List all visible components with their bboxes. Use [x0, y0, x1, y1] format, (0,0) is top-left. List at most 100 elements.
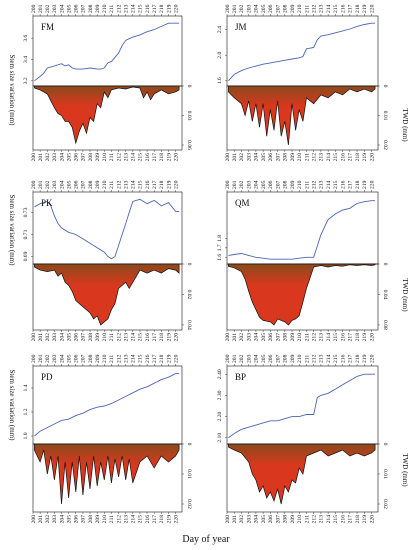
top-tick-label: 212 — [116, 180, 122, 189]
panel-qm: 200 201 202 203 204 205 206 207 208 209 210 211 212 2… — [217, 180, 388, 341]
panel-pk: 200 201 202 203 204 205 206 207 208 209 210 211 212 2… — [23, 180, 192, 341]
bottom-tick-label: 214 — [131, 333, 137, 342]
bottom-tick-label: 212 — [116, 153, 122, 162]
top-tick-label: 207 — [81, 4, 87, 13]
bottom-tick-label: 207 — [81, 515, 87, 524]
left-ylabel-mid: Stem size variation (mm) — [8, 195, 16, 267]
top-tick-label: 205 — [261, 354, 267, 363]
bottom-tick-label: 214 — [326, 153, 332, 162]
top-tick-label: 215 — [138, 354, 144, 363]
panel-jm: 200 201 202 203 204 205 206 207 208 209 210 211 212 2… — [217, 4, 388, 161]
top-tick-label: 210 — [102, 180, 108, 189]
top-tick-label: 216 — [340, 180, 346, 189]
top-tick-label: 202 — [239, 180, 245, 189]
bottom-tick-label: 215 — [138, 333, 144, 342]
stem-ytick-label: 1.0 — [23, 432, 29, 439]
stem-frame — [226, 15, 379, 87]
bottom-tick-label: 203 — [52, 333, 58, 342]
top-tick-label: 200 — [225, 4, 231, 13]
bottom-tick-label: 216 — [145, 333, 151, 342]
top-tick-label: 208 — [88, 354, 94, 363]
top-tick-label: 215 — [333, 180, 339, 189]
top-tick-label: 212 — [311, 180, 317, 189]
bottom-tick-label: 219 — [362, 333, 368, 342]
twd-ytick-label: 0 — [186, 443, 192, 446]
stem-line — [228, 200, 376, 260]
top-tick-label: 213 — [319, 354, 325, 363]
bottom-tick-label: 207 — [275, 515, 281, 524]
top-tick-label: 220 — [369, 180, 375, 189]
top-tick-label: 203 — [52, 354, 58, 363]
bottom-tick-label: 209 — [290, 515, 296, 524]
top-tick-label: 208 — [283, 180, 289, 189]
right-ylabel-bottom: TWD (mm) — [401, 453, 409, 487]
top-tick-label: 218 — [355, 180, 361, 189]
top-tick-label: 206 — [74, 4, 80, 13]
bottom-tick-label: 212 — [311, 515, 317, 524]
top-tick-label: 214 — [131, 180, 137, 189]
top-tick-label: 220 — [173, 354, 179, 363]
panel-label: PD — [41, 372, 53, 382]
bottom-tick-label: 218 — [159, 153, 165, 162]
top-tick-label: 215 — [138, 4, 144, 13]
top-tick-label: 218 — [355, 4, 361, 13]
bottom-tick-label: 206 — [268, 515, 274, 524]
bottom-tick-label: 202 — [45, 153, 51, 162]
bottom-tick-label: 208 — [283, 153, 289, 162]
top-tick-label: 217 — [348, 4, 354, 13]
top-tick-label: 203 — [246, 4, 252, 13]
top-tick-label: 207 — [275, 354, 281, 363]
top-tick-label: 213 — [123, 354, 129, 363]
top-tick-label: 205 — [66, 180, 72, 189]
twd-ytick-label: 0.02 — [382, 499, 388, 509]
top-tick-label: 217 — [348, 354, 354, 363]
top-tick-label: 209 — [290, 4, 296, 13]
panel-label: JM — [235, 22, 247, 32]
twd-area — [34, 263, 180, 326]
bottom-tick-label: 216 — [145, 153, 151, 162]
bottom-tick-label: 210 — [102, 153, 108, 162]
bottom-tick-label: 211 — [304, 153, 310, 161]
panel-label: PK — [41, 198, 53, 208]
stem-ytick-label: 0.69 — [23, 251, 29, 261]
top-tick-label: 203 — [246, 180, 252, 189]
bottom-tick-label: 212 — [116, 333, 122, 342]
bottom-tick-label: 213 — [319, 333, 325, 342]
top-tick-label: 202 — [45, 354, 51, 363]
bottom-tick-label: 200 — [31, 333, 37, 342]
bottom-tick-label: 205 — [261, 515, 267, 524]
bottom-tick-label: 207 — [275, 333, 281, 342]
bottom-tick-label: 218 — [355, 515, 361, 524]
top-tick-label: 208 — [283, 4, 289, 13]
top-tick-label: 220 — [369, 354, 375, 363]
top-tick-label: 215 — [138, 180, 144, 189]
top-tick-label: 212 — [116, 4, 122, 13]
bottom-tick-label: 217 — [348, 153, 354, 162]
top-tick-label: 210 — [297, 4, 303, 13]
panel-label: FM — [41, 22, 54, 32]
bottom-tick-label: 215 — [138, 153, 144, 162]
stem-ytick-label: 2.30 — [217, 390, 223, 400]
bottom-tick-label: 208 — [88, 515, 94, 524]
bottom-tick-label: 202 — [239, 333, 245, 342]
stem-line — [228, 22, 376, 82]
top-tick-label: 218 — [159, 354, 165, 363]
twd-ytick-label: 0.02 — [186, 499, 192, 509]
bottom-tick-label: 211 — [109, 153, 115, 161]
top-tick-label: 205 — [261, 4, 267, 13]
top-tick-label: 210 — [102, 354, 108, 363]
panel-label: QM — [235, 198, 250, 208]
bottom-tick-label: 220 — [369, 333, 375, 342]
top-tick-label: 217 — [152, 180, 158, 189]
panel-pd: 200 201 202 203 204 205 206 207 208 209 210 211 212 2… — [23, 354, 192, 523]
top-tick-label: 219 — [166, 4, 172, 13]
top-tick-label: 208 — [88, 180, 94, 189]
top-tick-label: 217 — [152, 4, 158, 13]
top-tick-label: 200 — [225, 180, 231, 189]
top-tick-label: 213 — [319, 4, 325, 13]
bottom-tick-label: 212 — [311, 333, 317, 342]
bottom-tick-label: 203 — [246, 333, 252, 342]
bottom-tick-label: 209 — [95, 333, 101, 342]
bottom-tick-label: 210 — [297, 333, 303, 342]
bottom-tick-label: 219 — [166, 153, 172, 162]
